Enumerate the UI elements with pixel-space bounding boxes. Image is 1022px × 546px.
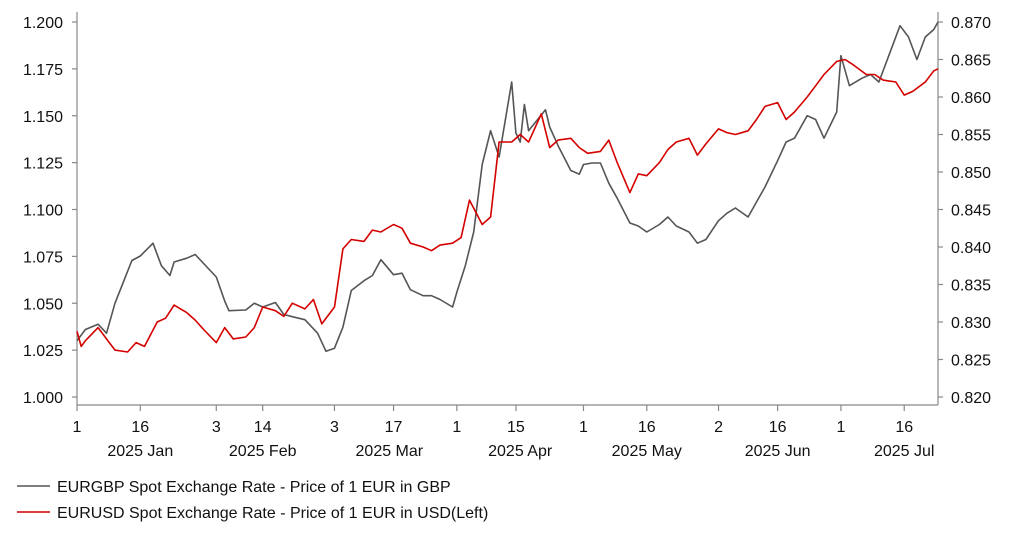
month-label: 2025 Jan: [107, 443, 173, 460]
month-label: 2025 Apr: [488, 443, 553, 460]
x-tick-label: 3: [330, 419, 339, 436]
month-label: 2025 May: [612, 443, 682, 460]
x-tick-label: 16: [895, 419, 913, 436]
axes: [76, 12, 939, 406]
x-tick-label: 15: [507, 419, 525, 436]
month-label: 2025 Jun: [745, 443, 811, 460]
series-line-eurusd: [76, 58, 939, 353]
x-tick-label: 14: [254, 419, 272, 436]
right-tick-label: 0.865: [951, 53, 991, 70]
right-tick-label: 0.840: [951, 240, 991, 257]
left-tick-label: 1.200: [23, 15, 63, 32]
x-tick-label: 1: [452, 419, 461, 436]
x-tick-label: 2: [714, 419, 723, 436]
right-tick-label: 0.870: [951, 15, 991, 32]
month-label: 2025 Feb: [229, 443, 297, 460]
right-tick-label: 0.860: [951, 90, 991, 107]
left-tick-label: 1.175: [23, 62, 63, 79]
series-line-eurgbp: [76, 21, 939, 353]
left-tick-label: 1.150: [23, 109, 63, 126]
left-axis-ticks: 1.000 1.025 1.050 1.075 1.100 1.125 1.150 1.175…: [23, 15, 77, 407]
left-tick-label: 1.075: [23, 249, 63, 266]
x-tick-label: 16: [638, 419, 656, 436]
x-tick-label: 1: [836, 419, 845, 436]
right-tick-label: 0.820: [951, 390, 991, 407]
right-tick-label: 0.830: [951, 315, 991, 332]
left-tick-label: 1.025: [23, 343, 63, 360]
right-axis-ticks: 0.820 0.825 0.830 0.835 0.840 0.845 0.850 0.855…: [938, 15, 991, 407]
x-tick-label: 1: [73, 419, 82, 436]
right-tick-label: 0.835: [951, 278, 991, 295]
legend-label-eurusd: EURUSD Spot Exchange Rate - Price of 1 E…: [57, 505, 488, 522]
legend: EURGBP Spot Exchange Rate - Price of 1 E…: [17, 479, 488, 522]
x-tick-label: 16: [131, 419, 149, 436]
right-tick-label: 0.845: [951, 203, 991, 220]
month-label: 2025 Mar: [356, 443, 424, 460]
left-tick-label: 1.000: [23, 390, 63, 407]
right-tick-label: 0.855: [951, 128, 991, 145]
x-tick-label: 3: [212, 419, 221, 436]
legend-label-eurgbp: EURGBP Spot Exchange Rate - Price of 1 E…: [57, 479, 451, 496]
x-tick-label: 1: [579, 419, 588, 436]
x-tick-label: 16: [769, 419, 787, 436]
month-label: 2025 Jul: [874, 443, 935, 460]
left-tick-label: 1.125: [23, 156, 63, 173]
x-tick-label: 17: [385, 419, 403, 436]
left-tick-label: 1.050: [23, 296, 63, 313]
right-tick-label: 0.850: [951, 165, 991, 182]
right-tick-label: 0.825: [951, 353, 991, 370]
left-tick-label: 1.100: [23, 203, 63, 220]
month-labels: 2025 Jan 2025 Feb 2025 Mar 2025 Apr 2025 May…: [107, 443, 934, 460]
series-lines: [76, 21, 939, 353]
x-axis-ticks: 1 16 3 14 3 17 1 15 1 16 2 16 1 16: [73, 405, 913, 436]
